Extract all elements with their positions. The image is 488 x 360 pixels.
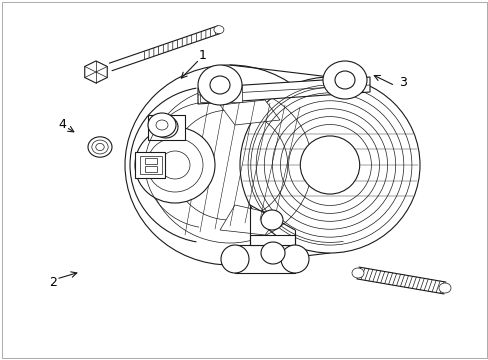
Polygon shape: [145, 158, 157, 164]
Text: 1: 1: [199, 49, 206, 62]
Polygon shape: [200, 85, 242, 102]
Polygon shape: [198, 77, 369, 104]
Ellipse shape: [88, 137, 112, 157]
Ellipse shape: [351, 268, 363, 278]
Ellipse shape: [323, 61, 366, 99]
Text: 3: 3: [399, 76, 407, 89]
Polygon shape: [135, 152, 164, 178]
Polygon shape: [220, 205, 280, 235]
Ellipse shape: [125, 65, 334, 265]
Ellipse shape: [213, 26, 224, 34]
Text: 2: 2: [49, 276, 57, 289]
Polygon shape: [145, 166, 157, 172]
Ellipse shape: [221, 245, 248, 273]
Ellipse shape: [240, 77, 419, 253]
Ellipse shape: [148, 113, 176, 137]
Ellipse shape: [438, 283, 450, 293]
Polygon shape: [220, 100, 280, 125]
Ellipse shape: [281, 245, 308, 273]
Ellipse shape: [261, 242, 285, 264]
Polygon shape: [235, 245, 294, 273]
Polygon shape: [249, 235, 294, 245]
Ellipse shape: [154, 116, 178, 138]
Ellipse shape: [261, 210, 283, 230]
Ellipse shape: [198, 65, 242, 105]
Polygon shape: [148, 115, 184, 140]
Text: 4: 4: [59, 118, 66, 131]
Ellipse shape: [300, 136, 359, 194]
Ellipse shape: [135, 127, 215, 203]
Polygon shape: [84, 61, 107, 83]
